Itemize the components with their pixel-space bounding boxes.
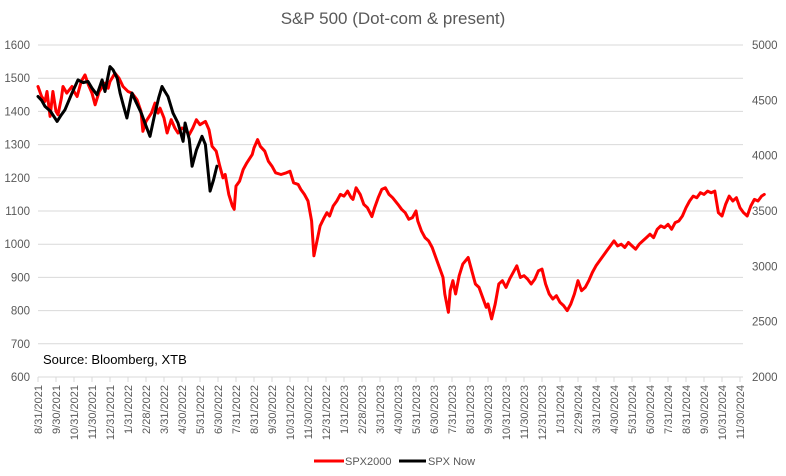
x-tick-label: 6/30/2023: [429, 385, 441, 434]
x-tick-label: 11/30/2021: [87, 385, 99, 439]
x-tick-label: 4/30/2022: [177, 385, 189, 434]
x-tick-label: 6/30/2022: [213, 385, 225, 434]
legend-label-spx-now: SPX Now: [428, 456, 475, 468]
y-left-tick-label: 900: [11, 272, 30, 284]
x-tick-label: 1/31/2023: [339, 385, 351, 434]
x-tick-label: 10/31/2024: [717, 385, 729, 440]
x-tick-label: 9/30/2024: [699, 385, 711, 434]
x-tick-label: 9/30/2023: [483, 385, 495, 434]
legend-label-spx2000: SPX2000: [345, 456, 391, 468]
x-axis: 8/31/2021 9/30/2021 10/31/2021 11/30/2021 12…: [33, 376, 747, 440]
x-tick-label: 1/31/2024: [555, 385, 567, 434]
y-right-tick-label: 2500: [752, 317, 778, 329]
x-tick-label: 5/31/2023: [411, 385, 423, 434]
y-left-tick-label: 1000: [4, 239, 30, 251]
y-axis-right: 2000 2500 3000 3500 4000 4500 5000: [752, 40, 778, 384]
x-tick-label: 12/31/2022: [321, 385, 333, 440]
x-tick-label: 7/31/2023: [447, 385, 459, 434]
x-tick-label: 8/31/2023: [465, 385, 477, 434]
chart-title: S&P 500 (Dot-com & present): [281, 9, 506, 28]
y-left-tick-label: 1200: [4, 173, 30, 185]
y-left-tick-label: 700: [11, 339, 30, 351]
y-left-tick-label: 1500: [4, 73, 30, 85]
x-tick-label: 2/28/2023: [357, 385, 369, 434]
y-right-tick-label: 3000: [752, 261, 778, 273]
series-line-spx-now: [36, 65, 219, 193]
x-tick-label: 11/30/2024: [735, 385, 747, 439]
y-right-tick-label: 4000: [752, 151, 778, 163]
x-tick-label: 5/31/2022: [195, 385, 207, 434]
source-annotation: Source: Bloomberg, XTB: [43, 352, 187, 367]
y-left-tick-label: 1400: [4, 106, 30, 118]
y-left-tick-label: 1100: [5, 206, 30, 218]
x-tick-label: 10/31/2022: [285, 385, 297, 440]
x-tick-label: 3/31/2024: [591, 385, 603, 434]
y-left-tick-label: 1600: [4, 40, 30, 52]
y-left-tick-label: 600: [11, 372, 30, 384]
legend: SPX2000 SPX Now: [314, 456, 475, 468]
x-tick-label: 4/30/2024: [609, 385, 621, 434]
x-tick-label: 11/30/2022: [303, 385, 315, 439]
y-axis-left: 600 700 800 900 1000 1100 1200 1300 1400 1500 1600: [4, 40, 30, 384]
x-tick-label: 6/30/2024: [645, 385, 657, 434]
y-right-tick-label: 4500: [752, 95, 778, 107]
x-tick-label: 8/31/2021: [33, 385, 45, 434]
y-left-tick-label: 800: [11, 306, 30, 318]
series-line-spx2000: [36, 71, 766, 321]
x-tick-label: 12/31/2021: [105, 385, 117, 440]
x-tick-label: 10/31/2023: [501, 385, 513, 440]
x-tick-label: 9/30/2021: [51, 385, 63, 434]
x-tick-label: 3/31/2023: [375, 385, 387, 434]
x-tick-label: 9/30/2022: [267, 385, 279, 434]
x-tick-label: 8/31/2022: [249, 385, 261, 434]
y-left-tick-label: 1300: [4, 140, 30, 152]
y-right-tick-label: 3500: [752, 206, 778, 218]
y-right-tick-label: 2000: [752, 372, 778, 384]
x-tick-label: 1/31/2022: [123, 385, 135, 434]
x-tick-label: 4/30/2023: [393, 385, 405, 434]
y-right-tick-label: 5000: [752, 40, 778, 52]
x-tick-label: 3/31/2022: [159, 385, 171, 434]
x-tick-label: 10/31/2021: [69, 385, 81, 440]
x-tick-label: 7/31/2024: [663, 385, 675, 434]
x-tick-label: 7/31/2022: [231, 385, 243, 434]
x-tick-label: 11/30/2023: [519, 385, 531, 439]
x-tick-label: 2/29/2024: [573, 385, 585, 434]
x-tick-label: 2/28/2022: [141, 385, 153, 434]
gridlines: [38, 44, 743, 345]
series-lines: [36, 65, 766, 321]
x-tick-label: 8/31/2024: [681, 385, 693, 434]
x-tick-label: 5/31/2024: [627, 385, 639, 434]
x-tick-label: 12/31/2023: [537, 385, 549, 440]
